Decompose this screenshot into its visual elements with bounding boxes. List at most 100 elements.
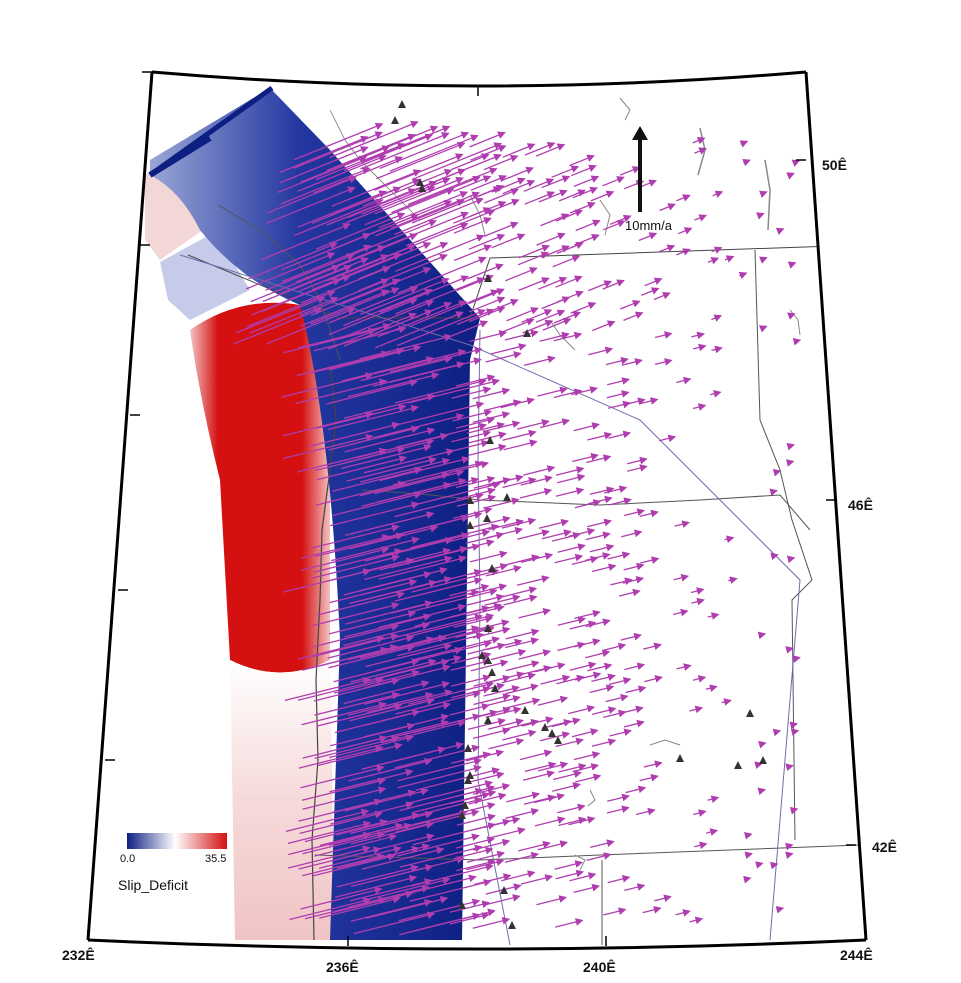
velocity-arrow-icon [344, 613, 432, 638]
velocity-arrow-icon [571, 386, 598, 396]
velocity-arrow-icon [409, 588, 498, 613]
velocity-arrow-icon [397, 632, 485, 657]
velocity-arrow-icon [591, 706, 617, 716]
velocity-arrow-icon [572, 452, 599, 463]
velocity-arrow-icon [409, 289, 499, 327]
velocity-arrow-icon [589, 839, 615, 849]
cascade-line [477, 329, 511, 946]
legend-colorbar [127, 833, 227, 849]
velocity-arrow-icon [483, 154, 519, 171]
velocity-arrow-icon [300, 145, 391, 183]
velocity-arrow-icon [721, 698, 732, 706]
velocity-arrow-icon [502, 143, 536, 158]
velocity-arrow-icon [483, 221, 519, 238]
velocity-arrow-icon [310, 524, 400, 549]
velocity-arrow-icon [465, 749, 505, 762]
velocity-arrow-icon [285, 808, 370, 833]
velocity-arrow-icon [358, 241, 449, 280]
velocity-arrow-icon [711, 314, 723, 322]
velocity-arrow-icon [330, 722, 416, 747]
velocity-arrow-icon [520, 475, 553, 486]
velocity-arrow-icon [326, 379, 418, 405]
velocity-arrow-icon [523, 794, 556, 805]
volcano-triangle-icon [548, 729, 556, 737]
velocity-arrow-icon [361, 177, 451, 215]
velocity-arrow-icon [347, 372, 440, 398]
velocity-arrow-icon [520, 874, 554, 885]
velocity-arrow-icon [539, 418, 571, 429]
velocity-arrow-icon [313, 677, 400, 702]
velocity-arrow-icon [353, 911, 436, 935]
velocity-arrow-icon [585, 649, 611, 659]
velocity-arrow-icon [304, 896, 387, 920]
velocity-arrow-icon [744, 831, 753, 840]
velocity-arrow-icon [573, 422, 600, 432]
axis-label-236E: 236Ê [326, 958, 359, 975]
velocity-arrow-icon [757, 631, 767, 640]
velocity-arrow-icon [523, 465, 556, 476]
velocity-arrow-icon [589, 486, 615, 496]
velocity-arrow-icon [468, 296, 506, 313]
velocity-arrow-icon [789, 721, 799, 730]
velocity-arrow-icon [536, 232, 566, 246]
velocity-arrow-icon [299, 810, 383, 835]
velocity-arrow-icon [394, 492, 484, 518]
velocity-arrow-icon [487, 526, 524, 539]
velocity-arrow-icon [739, 140, 749, 148]
velocity-arrow-icon [608, 676, 632, 686]
velocity-arrow-icon [728, 576, 738, 584]
frame-left [86, 71, 154, 941]
velocity-arrow-icon [521, 716, 554, 727]
velocity-arrow-icon [524, 761, 557, 773]
velocity-arrow-icon [607, 875, 631, 884]
velocity-arrow-icon [344, 787, 429, 812]
velocity-arrow-icon [484, 420, 521, 433]
velocity-arrow-icon [769, 488, 778, 497]
volcano-triangle-icon [466, 521, 474, 529]
velocity-arrow-icon [282, 411, 374, 437]
velocity-arrow-icon [689, 916, 704, 925]
velocity-arrow-icon [456, 308, 495, 326]
velocity-arrow-icon [466, 604, 505, 617]
velocity-arrow-icon [505, 660, 540, 672]
velocity-arrow-icon [552, 255, 581, 268]
velocity-arrow-icon [282, 244, 372, 283]
idaho-border [754, 249, 813, 841]
velocity-arrow-icon [568, 154, 595, 167]
velocity-arrow-icon [602, 279, 625, 290]
velocity-arrow-icon [249, 296, 339, 334]
velocity-arrow-icon [535, 309, 566, 323]
velocity-arrow-icon [569, 661, 597, 671]
velocity-arrow-icon [470, 174, 508, 191]
velocity-arrow-icon [312, 623, 400, 648]
velocity-arrow-icon [343, 288, 433, 327]
velocity-arrow-icon [326, 188, 417, 226]
velocity-arrow-icon [406, 613, 495, 638]
velocity-arrow-icon [518, 277, 550, 292]
velocity-arrow-icon [608, 430, 632, 439]
velocity-arrow-icon [585, 531, 611, 541]
velocity-arrow-icon [408, 780, 494, 804]
velocity-arrow-icon [659, 203, 676, 212]
velocity-arrow-icon [308, 421, 400, 448]
axis-label-232E: 232Ê [62, 946, 95, 963]
velocity-arrow-icon [586, 852, 612, 862]
velocity-arrow-icon [390, 346, 483, 373]
velocity-arrow-icon [706, 828, 719, 836]
velocity-arrow-icon [502, 179, 536, 195]
velocity-arrow-icon [537, 695, 569, 706]
velocity-arrow-icon [537, 840, 569, 851]
velocity-arrow-icon [300, 546, 390, 571]
volcano-triangle-icon [759, 756, 767, 764]
velocity-arrow-icon [373, 348, 467, 375]
velocity-arrow-icon [503, 439, 538, 451]
velocity-arrow-icon [677, 227, 693, 235]
velocity-arrow-icon [294, 198, 384, 237]
velocity-arrow-icon [691, 597, 705, 606]
velocity-arrow-icon [785, 851, 794, 860]
velocity-arrow-icon [623, 719, 645, 728]
velocity-arrow-icon [506, 791, 541, 803]
velocity-arrow-icon [364, 537, 454, 562]
volcano-triangle-icon [491, 684, 499, 692]
